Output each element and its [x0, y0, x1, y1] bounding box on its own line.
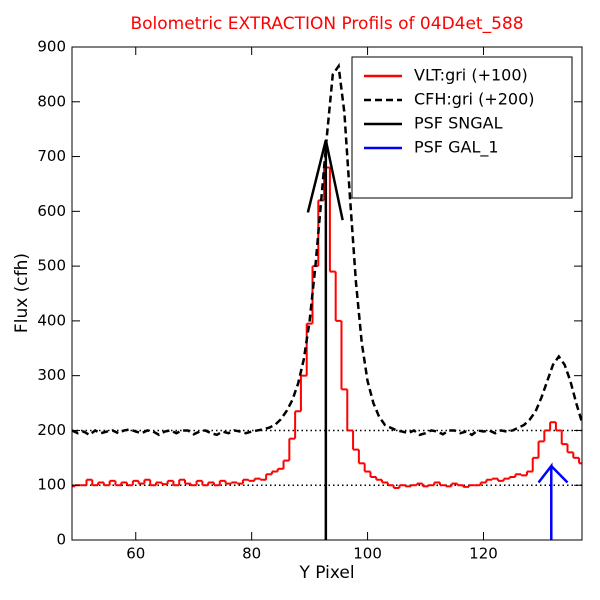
chart-title: Bolometric EXTRACTION Profils of 04D4et_… — [130, 14, 523, 34]
y-tick-label: 600 — [37, 202, 66, 220]
y-tick-label: 400 — [37, 311, 66, 329]
legend-box — [351, 56, 573, 199]
series-line — [306, 139, 344, 540]
y-tick-label: 900 — [37, 38, 66, 56]
y-tick-label: 500 — [37, 257, 66, 275]
y-tick-label: 0 — [56, 531, 66, 549]
series-line — [537, 462, 569, 540]
y-tick-label: 800 — [37, 92, 66, 110]
y-tick-label: 200 — [37, 421, 66, 439]
x-tick-label: 80 — [242, 545, 261, 563]
legend-label: CFH:gri (+200) — [414, 90, 535, 109]
x-tick-label: 100 — [353, 545, 382, 563]
legend-label: PSF GAL_1 — [414, 138, 499, 158]
x-axis-label: Y Pixel — [298, 563, 354, 583]
y-axis-label: Flux (cfh) — [12, 253, 32, 333]
y-tick-label: 100 — [37, 476, 66, 494]
legend-label: VLT:gri (+100) — [414, 66, 528, 85]
plot-area — [72, 62, 582, 540]
x-tick-label: 60 — [126, 545, 145, 563]
y-tick-label: 300 — [37, 366, 66, 384]
legend-label: PSF SNGAL — [414, 114, 503, 133]
plot-frame — [71, 46, 583, 541]
series-line — [72, 62, 582, 437]
y-tick-label: 700 — [37, 147, 66, 165]
x-tick-label: 120 — [469, 545, 498, 563]
